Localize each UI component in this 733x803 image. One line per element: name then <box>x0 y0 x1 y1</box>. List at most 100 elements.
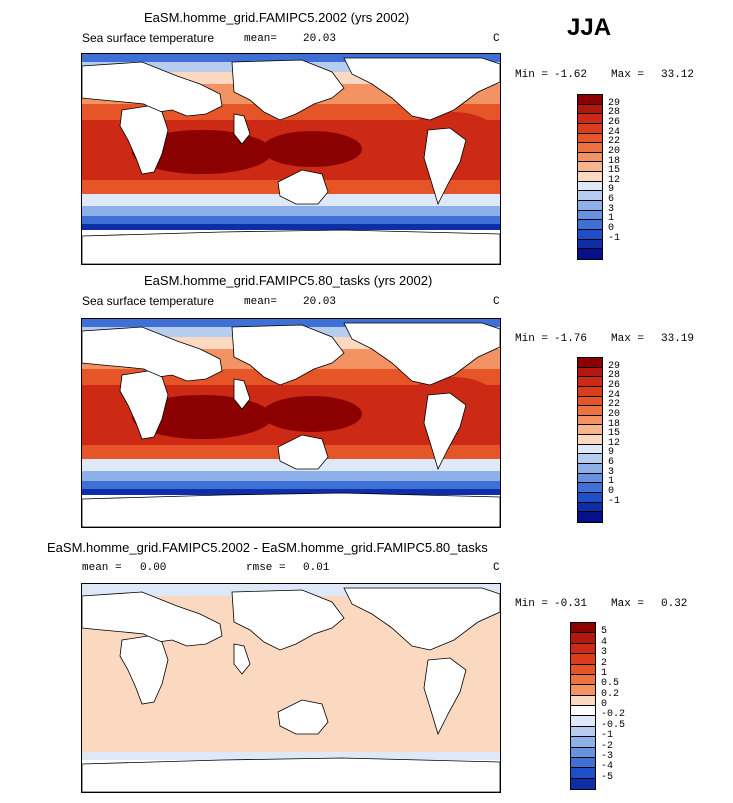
colorbar-swatch <box>578 114 602 124</box>
colorbar-swatch <box>571 664 595 675</box>
colorbar-tick-label: 28 <box>608 107 621 119</box>
colorbar-tick-label: 3 <box>608 466 615 478</box>
colorbar-swatch <box>571 654 595 665</box>
panel-1-min-value: -1.62 <box>554 69 588 81</box>
colorbar-swatch <box>578 367 602 378</box>
panel-1-max-value: 33.12 <box>661 69 695 81</box>
colorbar-tick-label: 3 <box>601 647 608 659</box>
colorbar-tick-label: 3 <box>608 203 615 215</box>
panel-2-max-label: Max = <box>611 333 645 345</box>
colorbar-tick-label: 9 <box>608 184 615 196</box>
panel-1-variable: Sea surface temperature <box>82 31 215 45</box>
colorbar-swatch <box>578 162 602 173</box>
panel-3-mean-label: mean = <box>82 562 122 574</box>
panel-3-map <box>81 583 501 793</box>
colorbar-swatch <box>578 239 602 250</box>
panel-3-rmse-value: 0.01 <box>303 562 330 574</box>
panel-2-min-value: -1.76 <box>554 333 588 345</box>
panel-2-title: EaSM.homme_grid.FAMIPC5.80_tasks (yrs 20… <box>144 273 433 288</box>
colorbar-tick-label: 28 <box>608 370 621 382</box>
colorbar-tick-label: 15 <box>608 165 621 177</box>
colorbar-swatch <box>578 483 602 493</box>
panel-1-sst-field <box>82 54 500 264</box>
colorbar-tick-label: 29 <box>608 97 621 109</box>
colorbar-swatch <box>571 778 595 789</box>
colorbar-swatch <box>578 229 602 240</box>
colorbar-tick-label: 6 <box>608 457 615 469</box>
colorbar-tick-label: 18 <box>608 155 621 167</box>
panel-3-mean-value: 0.00 <box>140 562 167 574</box>
colorbar-tick-label: 9 <box>608 447 615 459</box>
colorbar-swatch <box>578 492 602 503</box>
colorbar-swatch <box>571 695 595 706</box>
colorbar-swatch <box>571 674 595 686</box>
colorbar-swatch <box>578 181 602 192</box>
colorbar-swatch <box>578 152 602 163</box>
colorbar-swatch <box>578 191 602 202</box>
colorbar-swatch <box>578 104 602 115</box>
colorbar-swatch <box>578 473 602 484</box>
panel-2-map <box>81 318 501 528</box>
panel-2-max-value: 33.19 <box>661 333 695 345</box>
panel-1-map <box>81 53 501 265</box>
panel-2-units: C <box>493 296 500 308</box>
panel-3-title: EaSM.homme_grid.FAMIPC5.2002 - EaSM.homm… <box>47 540 488 555</box>
colorbar-swatch <box>578 425 602 436</box>
panel-1-colorbar-ticks: 29 28 26 24 22 20 18 15 12 9 6 3 1 0 -1 <box>608 94 648 258</box>
season-label: JJA <box>567 14 612 41</box>
panel-2-colorbar-ticks: 29 28 26 24 22 20 18 15 12 9 6 3 1 0 -1 <box>608 357 648 521</box>
colorbar-tick-label: 20 <box>608 145 621 157</box>
panel-3-min-label: Min = <box>515 598 549 610</box>
colorbar-swatch <box>571 726 595 738</box>
colorbar-swatch <box>571 633 595 644</box>
colorbar-tick-label: 0 <box>608 486 615 498</box>
colorbar-swatch <box>578 220 602 230</box>
colorbar-swatch <box>578 444 602 455</box>
colorbar-tick-label: 1 <box>608 213 615 225</box>
colorbar-swatch <box>578 358 602 368</box>
colorbar-tick-label: 15 <box>608 428 621 440</box>
colorbar-tick-label: -1 <box>608 495 621 507</box>
colorbar-swatch <box>578 454 602 465</box>
panel-3-difference-field <box>82 584 500 792</box>
colorbar-tick-label: 26 <box>608 116 621 128</box>
colorbar-tick-label: -4 <box>601 761 614 773</box>
colorbar-tick-label: 2 <box>601 657 608 669</box>
colorbar-swatch <box>578 201 602 211</box>
panel-2-variable: Sea surface temperature <box>82 294 215 308</box>
colorbar-swatch <box>578 406 602 416</box>
panel-1-mean-value: 20.03 <box>303 33 337 45</box>
colorbar-tick-label: 12 <box>608 437 621 449</box>
colorbar-swatch <box>578 95 602 105</box>
colorbar-tick-label: 22 <box>608 399 621 411</box>
colorbar-swatch <box>578 133 602 144</box>
colorbar-tick-label: 20 <box>608 408 621 420</box>
panel-1-units: C <box>493 33 500 45</box>
colorbar-swatch <box>571 716 595 727</box>
panel-2-mean-label: mean= <box>244 296 278 308</box>
colorbar-tick-label: -5 <box>601 771 614 783</box>
colorbar-swatch <box>571 643 595 655</box>
panel-3-max-value: 0.32 <box>661 598 688 610</box>
panel-1-title: EaSM.homme_grid.FAMIPC5.2002 (yrs 2002) <box>144 10 410 25</box>
colorbar-tick-label: -3 <box>601 750 614 762</box>
colorbar-tick-label: 1 <box>608 476 615 488</box>
panel-1-max-label: Max = <box>611 69 645 81</box>
panel-3-units: C <box>493 562 500 574</box>
colorbar-swatch <box>578 386 602 397</box>
colorbar-tick-label: 0.5 <box>601 678 620 690</box>
colorbar-tick-label: 18 <box>608 418 621 430</box>
colorbar-tick-label: -0.2 <box>601 709 626 721</box>
colorbar-tick-label: 1 <box>601 667 608 679</box>
colorbar-swatch <box>578 512 602 522</box>
panel-2-sst-field <box>82 319 500 527</box>
panel-2-mean-value: 20.03 <box>303 296 337 308</box>
colorbar-tick-label: -1 <box>608 232 621 244</box>
colorbar-swatch <box>578 143 602 153</box>
colorbar-swatch <box>578 502 602 513</box>
colorbar-tick-label: 5 <box>601 626 608 638</box>
colorbar-swatch <box>578 210 602 221</box>
colorbar-swatch <box>571 737 595 748</box>
colorbar-tick-label: 12 <box>608 174 621 186</box>
colorbar-tick-label: -0.5 <box>601 719 626 731</box>
